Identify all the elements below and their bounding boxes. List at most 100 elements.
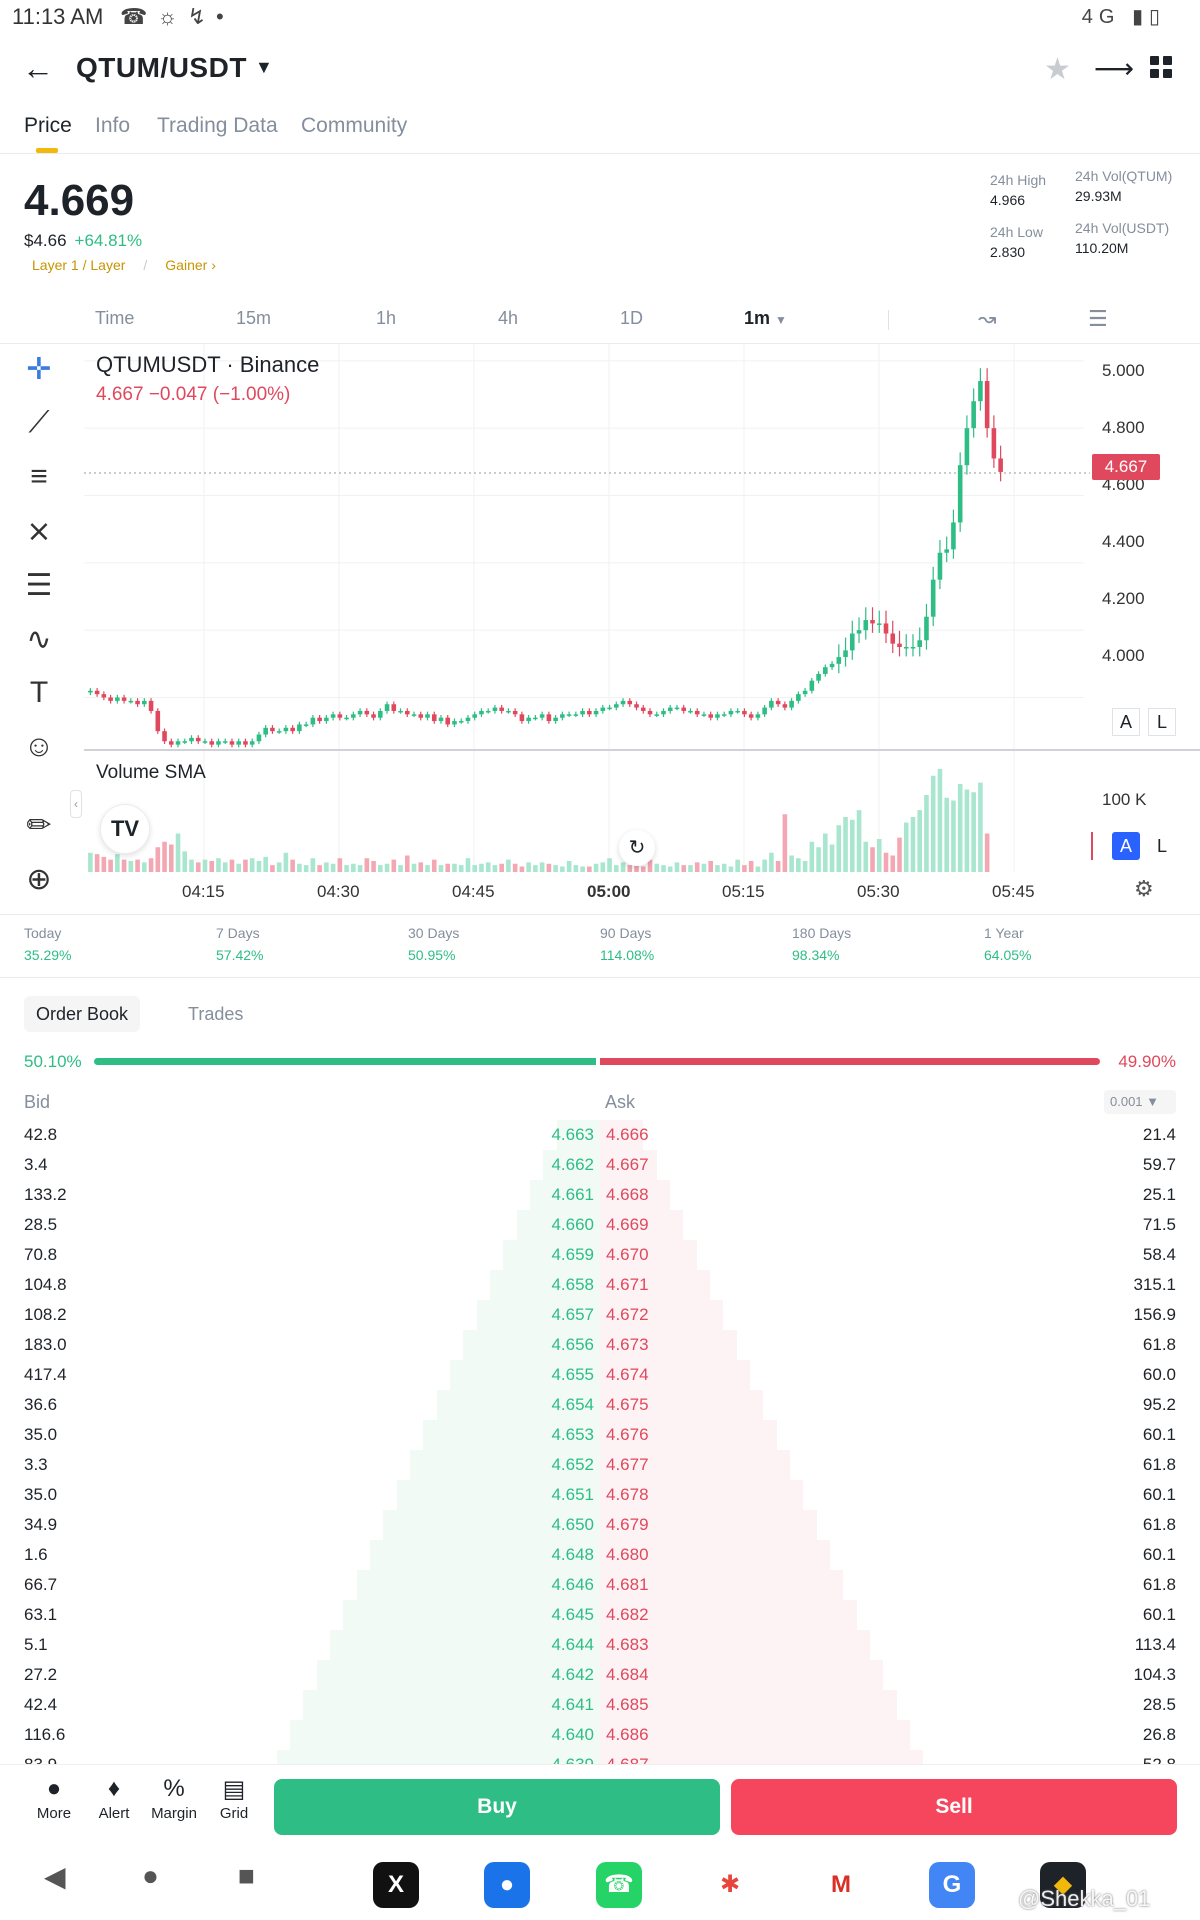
volume-bar — [351, 863, 356, 872]
orderbook-row[interactable]: 42.8 4.663 4.666 21.4 — [0, 1120, 1200, 1150]
orderbook-row[interactable]: 70.8 4.659 4.670 58.4 — [0, 1240, 1200, 1270]
orderbook-row[interactable]: 1.6 4.648 4.680 60.1 — [0, 1540, 1200, 1570]
interval-15m[interactable]: 15m — [236, 308, 272, 328]
orderbook-row[interactable]: 66.7 4.646 4.681 61.8 — [0, 1570, 1200, 1600]
binance-app-icon[interactable]: ◆ — [1040, 1862, 1086, 1908]
grid-button[interactable]: ▤ Grid — [204, 1775, 264, 1822]
interval-1m[interactable]: 1m ▼ — [744, 308, 787, 329]
margin-button[interactable]: % Margin — [144, 1775, 204, 1822]
bid-price: 4.645 — [551, 1605, 594, 1624]
brush-icon[interactable]: ∿ — [26, 623, 52, 656]
orderbook-row[interactable]: 34.9 4.650 4.679 61.8 — [0, 1510, 1200, 1540]
tab-order-book[interactable]: Order Book — [24, 996, 141, 1032]
tab-info[interactable]: Info — [95, 114, 131, 137]
orderbook-row[interactable]: 83.9 4.639 4.687 52.8 — [0, 1750, 1200, 1764]
indicator-icon[interactable]: ↝ — [978, 306, 997, 331]
orderbook-row[interactable]: 417.4 4.655 4.674 60.0 — [0, 1360, 1200, 1390]
text-tool-icon[interactable]: T — [29, 676, 49, 709]
interval-1d[interactable]: 1D — [620, 308, 644, 328]
candle-body — [667, 707, 673, 711]
volume-log-button[interactable]: L — [1156, 836, 1167, 856]
pattern-icon[interactable]: ⨯ — [26, 515, 52, 548]
tradingview-logo-icon[interactable]: TV — [100, 804, 150, 854]
orderbook-row[interactable]: 35.0 4.653 4.676 60.1 — [0, 1420, 1200, 1450]
nav-back-icon[interactable]: ◀ — [44, 1861, 66, 1892]
nav-home-icon[interactable]: ● — [142, 1860, 159, 1891]
tab-price[interactable]: Price — [24, 114, 72, 137]
interval-4h[interactable]: 4h — [498, 308, 519, 328]
orderbook-row[interactable]: 3.3 4.652 4.677 61.8 — [0, 1450, 1200, 1480]
orderbook-row[interactable]: 35.0 4.651 4.678 60.1 — [0, 1480, 1200, 1510]
orderbook-row[interactable]: 108.2 4.657 4.672 156.9 — [0, 1300, 1200, 1330]
tab-trades[interactable]: Trades — [188, 1004, 244, 1024]
tag-layer1[interactable]: Layer 1 / Layer — [32, 257, 126, 273]
back-arrow-icon[interactable]: ← — [22, 50, 54, 86]
crosshair-icon[interactable]: ✛ — [26, 353, 52, 386]
more-button[interactable]: ● More — [24, 1775, 84, 1822]
collapse-toolbar-icon[interactable]: ‹ — [70, 790, 82, 818]
ask-depth-bar — [600, 1600, 857, 1630]
price-chart[interactable]: QTUMUSDT · Binance 4.667 −0.047 (−1.00%)… — [70, 344, 1200, 914]
volume-auto-button[interactable]: A — [1112, 832, 1140, 860]
tag-gainer[interactable]: Gainer — [165, 257, 208, 273]
bid-price: 4.653 — [551, 1425, 594, 1444]
photos-app-icon[interactable]: ✱ — [707, 1862, 753, 1908]
zoom-in-icon[interactable]: ⊕ — [26, 863, 52, 896]
volume-bar — [560, 866, 565, 872]
orderbook-row[interactable]: 42.4 4.641 4.685 28.5 — [0, 1690, 1200, 1720]
chart-symbol: QTUMUSDT · Binance — [96, 352, 320, 377]
orderbook-row[interactable]: 63.1 4.645 4.682 60.1 — [0, 1600, 1200, 1630]
orderbook-row[interactable]: 116.6 4.640 4.686 26.8 — [0, 1720, 1200, 1750]
translate-app-icon[interactable]: G — [929, 1862, 975, 1908]
interval-time[interactable]: Time — [95, 308, 135, 328]
orderbook-row[interactable]: 183.0 4.656 4.673 61.8 — [0, 1330, 1200, 1360]
orderbook-row[interactable]: 28.5 4.660 4.669 71.5 — [0, 1210, 1200, 1240]
candlestick-chart[interactable] — [84, 344, 1200, 914]
ruler-icon[interactable]: ✏ — [26, 809, 52, 842]
precision-select[interactable]: 0.001 ▼ — [1104, 1090, 1176, 1114]
pair-selector[interactable]: QTUM/USDT ▼ — [76, 52, 273, 84]
candle-body — [560, 714, 565, 718]
sell-button[interactable]: Sell — [731, 1779, 1177, 1835]
volume-bar — [917, 810, 923, 872]
trendline-icon[interactable]: ⟋ — [28, 406, 50, 439]
interval-1h[interactable]: 1h — [376, 308, 397, 328]
orderbook-row[interactable]: 133.2 4.661 4.668 25.1 — [0, 1180, 1200, 1210]
bid-price: 4.646 — [551, 1575, 594, 1594]
orderbook-row[interactable]: 5.1 4.644 4.683 113.4 — [0, 1630, 1200, 1660]
tab-trading-data[interactable]: Trading Data — [157, 114, 278, 137]
volume-bar — [789, 855, 794, 872]
gear-icon[interactable]: ⚙ — [1134, 876, 1154, 901]
messages-app-icon[interactable]: ● — [484, 1862, 530, 1908]
emoji-icon[interactable]: ☺ — [23, 730, 55, 763]
alert-button[interactable]: ♦ Alert — [84, 1775, 144, 1822]
projection-icon[interactable]: ☰ — [25, 569, 53, 602]
fib-lines-icon[interactable]: ≡ — [30, 460, 48, 493]
whatsapp-app-icon[interactable]: ☎ — [596, 1862, 642, 1908]
x-app-icon[interactable]: X — [373, 1862, 419, 1908]
buy-button[interactable]: Buy — [274, 1779, 720, 1835]
log-scale-button[interactable]: L — [1148, 708, 1176, 736]
low-label: 24h Low — [990, 224, 1043, 240]
orderbook-row[interactable]: 36.6 4.654 4.675 95.2 — [0, 1390, 1200, 1420]
bid-quantity: 42.8 — [24, 1125, 58, 1144]
share-icon[interactable]: ⟶ — [1094, 53, 1135, 84]
chart-settings-icon[interactable]: ☰ — [1088, 306, 1108, 331]
reset-chart-icon[interactable]: ↻ — [619, 830, 655, 866]
grid-menu-icon[interactable] — [1150, 56, 1172, 78]
volume-bar — [924, 795, 929, 872]
gmail-app-icon[interactable]: M — [818, 1862, 864, 1908]
volume-bar — [823, 833, 828, 872]
orderbook-row[interactable]: 104.8 4.658 4.671 315.1 — [0, 1270, 1200, 1300]
orderbook-row[interactable]: 3.4 4.662 4.667 59.7 — [0, 1150, 1200, 1180]
tab-community[interactable]: Community — [301, 114, 408, 137]
auto-scale-button[interactable]: A — [1112, 708, 1140, 736]
favorite-star-icon[interactable]: ★ — [1044, 53, 1071, 86]
bid-depth-bar — [370, 1540, 600, 1570]
volume-bar — [580, 866, 585, 872]
nav-recents-icon[interactable]: ■ — [238, 1860, 255, 1891]
candle-body — [431, 714, 437, 722]
price-change: +64.81% — [74, 231, 143, 250]
orderbook-row[interactable]: 27.2 4.642 4.684 104.3 — [0, 1660, 1200, 1690]
volume-bar — [425, 865, 430, 872]
